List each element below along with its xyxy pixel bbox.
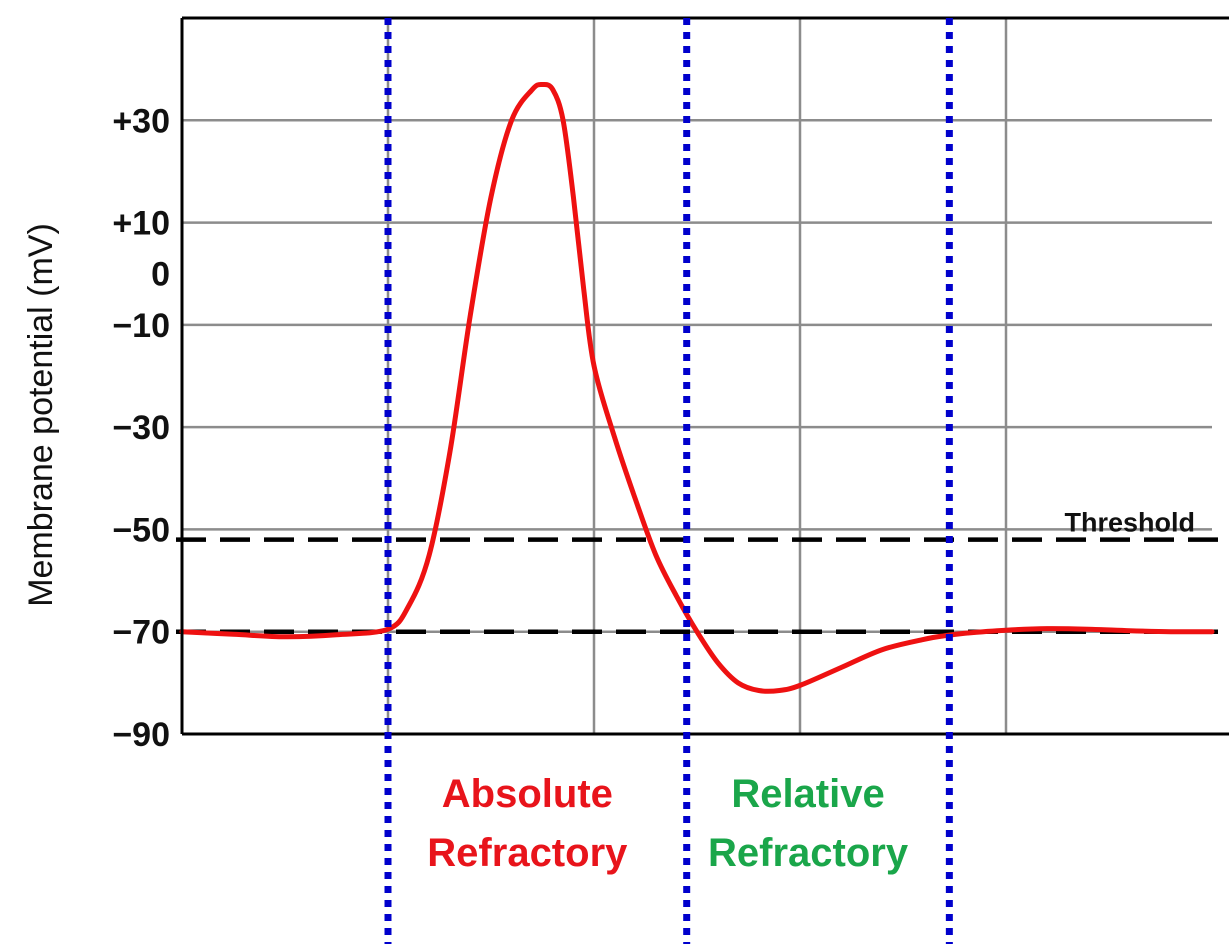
y-tick-label: −10 <box>112 307 170 345</box>
action-potential-curve <box>179 81 1215 694</box>
y-tick-label: +10 <box>112 205 170 243</box>
absolute-refractory-label-line2: Refractory <box>427 831 628 875</box>
threshold-label: Threshold <box>1064 508 1195 538</box>
relative-refractory-label-line2: Refractory <box>708 831 909 875</box>
relative-refractory-label-line1: Relative <box>731 772 884 816</box>
phase-boundaries <box>384 18 953 944</box>
plot-frame <box>180 16 1229 736</box>
reference-lines <box>176 537 1229 634</box>
chart-labels: Membrane potential (mV) Threshold Absolu… <box>22 223 1195 875</box>
y-tick-label: +30 <box>112 102 170 140</box>
y-tick-label: −50 <box>112 511 170 549</box>
y-tick-labels: +30 +10 0 −10 −30 −50 −70 −90 <box>112 102 170 754</box>
y-tick-label: 0 <box>151 256 170 294</box>
y-tick-label: −90 <box>112 716 170 754</box>
y-tick-label: −70 <box>112 614 170 652</box>
y-axis-label: Membrane potential (mV) <box>22 223 60 607</box>
series-layer <box>179 81 1215 694</box>
absolute-refractory-label-line1: Absolute <box>442 772 613 816</box>
y-tick-label: −30 <box>112 409 170 447</box>
